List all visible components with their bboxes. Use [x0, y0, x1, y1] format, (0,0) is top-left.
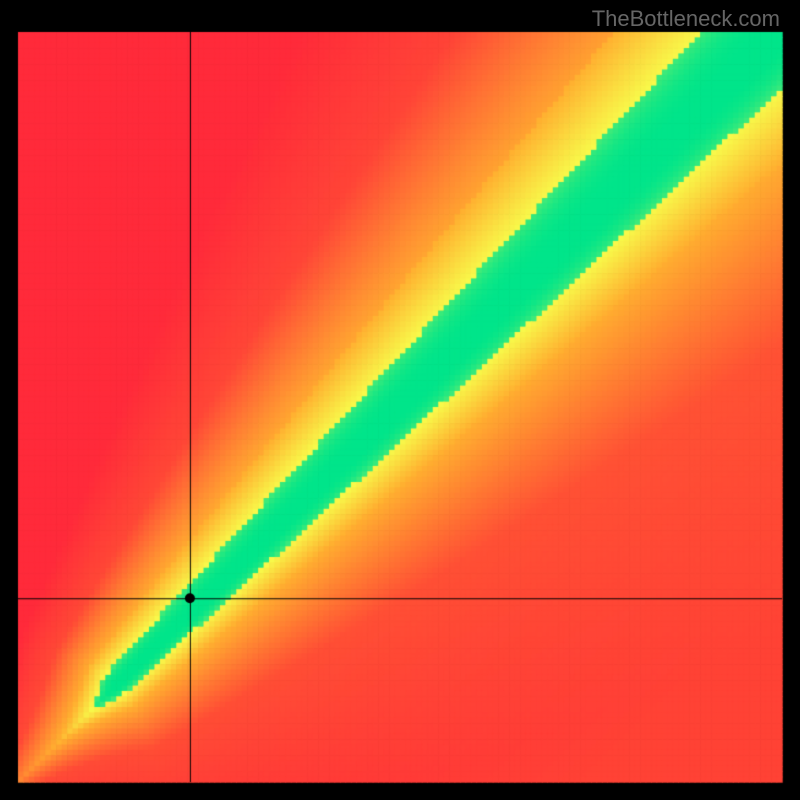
watermark-text: TheBottleneck.com	[592, 6, 780, 32]
heatmap-canvas	[0, 0, 800, 800]
chart-container: TheBottleneck.com	[0, 0, 800, 800]
